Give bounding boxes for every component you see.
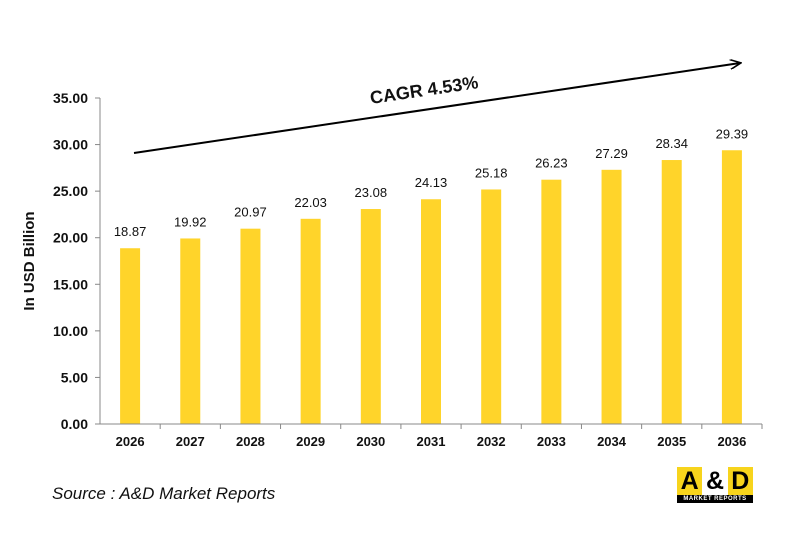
y-tick-label: 35.00	[53, 90, 88, 106]
y-tick-label: 30.00	[53, 137, 88, 153]
logo-letter: A	[677, 467, 703, 495]
x-tick-label: 2031	[417, 434, 446, 449]
data-label: 27.29	[595, 146, 628, 161]
bar	[120, 248, 141, 424]
data-label: 24.13	[415, 175, 448, 190]
x-tick-label: 2035	[657, 434, 686, 449]
company-logo: A & D MARKET REPORTS	[677, 467, 753, 503]
y-axis-label: In USD Billion	[21, 211, 38, 310]
x-tick-label: 2033	[537, 434, 566, 449]
logo-letter: D	[727, 467, 753, 495]
data-label: 23.08	[355, 185, 388, 200]
data-label: 25.18	[475, 165, 508, 180]
x-tick-label: 2026	[116, 434, 145, 449]
data-label: 18.87	[114, 224, 147, 239]
x-tick-label: 2036	[717, 434, 746, 449]
y-tick-label: 10.00	[53, 323, 88, 339]
bar	[360, 209, 381, 424]
data-label: 20.97	[234, 205, 267, 220]
x-tick-label: 2027	[176, 434, 205, 449]
data-label: 29.39	[716, 126, 749, 141]
cagr-arrow	[133, 63, 740, 154]
logo-letter: &	[702, 467, 728, 495]
source-note: Source : A&D Market Reports	[52, 484, 276, 503]
data-label: 26.23	[535, 156, 568, 171]
x-tick-label: 2030	[356, 434, 385, 449]
bar	[541, 179, 562, 424]
y-tick-label: 20.00	[53, 230, 88, 246]
data-label: 19.92	[174, 214, 207, 229]
cagr-annotation: CAGR 4.53%	[369, 72, 480, 108]
x-tick-label: 2034	[597, 434, 627, 449]
bar	[421, 199, 441, 424]
bar	[661, 160, 682, 424]
y-tick-label: 15.00	[53, 276, 88, 292]
y-tick-label: 0.00	[61, 416, 88, 432]
data-label: 28.34	[655, 136, 688, 151]
bar	[240, 228, 261, 424]
bar	[721, 150, 742, 424]
x-tick-label: 2029	[296, 434, 325, 449]
data-label: 22.03	[294, 195, 327, 210]
y-tick-label: 25.00	[53, 183, 88, 199]
bar	[300, 218, 321, 424]
bar	[180, 238, 201, 424]
bar	[481, 189, 502, 424]
y-tick-label: 5.00	[61, 369, 88, 385]
bar	[601, 169, 622, 424]
x-tick-label: 2028	[236, 434, 265, 449]
logo-subtitle: MARKET REPORTS	[683, 496, 747, 502]
x-tick-label: 2032	[477, 434, 506, 449]
